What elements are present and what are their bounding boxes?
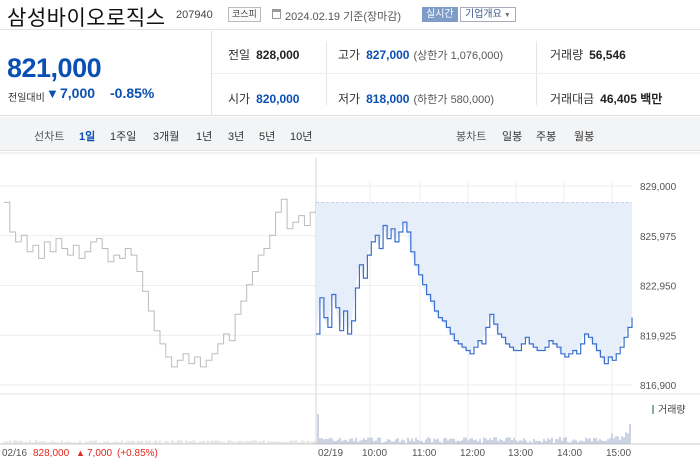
series-line-today <box>316 221 633 365</box>
volume-value: 56,546 <box>589 48 626 62</box>
x-tick-label: 10:00 <box>362 448 387 459</box>
date-text: 2024.02.19 기준(장마감) <box>285 11 402 23</box>
volume-legend-label: 거래량 <box>658 404 686 416</box>
readout-day: 02/16 <box>2 448 27 459</box>
stock-name: 삼성바이오로직스 <box>7 7 166 30</box>
stock-code: 207940 <box>176 9 213 21</box>
calendar-icon <box>272 9 281 19</box>
realtime-button[interactable]: 실시간 <box>422 7 458 22</box>
down-arrow-icon: ▼ <box>46 86 59 101</box>
high-label: 고가 <box>338 48 361 62</box>
up-arrow-icon: ▲ <box>76 448 85 458</box>
open-value: 820,000 <box>256 92 300 106</box>
price-chart-svg: 829,000 825,975 822,950 819,925 816,900 거래량 02… <box>0 152 700 459</box>
x-tick-label: 14:00 <box>557 448 582 459</box>
tab-monthly-candle[interactable]: 월봉 <box>574 131 595 143</box>
market-badge: 코스피 <box>228 7 261 22</box>
caret-down-icon: ▼ <box>503 12 511 19</box>
open-label: 시가 <box>228 92 251 106</box>
change-value: 7,000 <box>60 85 96 101</box>
open-stat: 시가 820,000 <box>228 90 299 107</box>
company-info-dropdown[interactable]: 기업개요 ▼ <box>460 7 516 22</box>
series-area-today <box>316 202 632 364</box>
y-tick-label: 816,900 <box>640 381 677 392</box>
y-tick-label: 819,925 <box>640 331 677 342</box>
x-tick-label: 13:00 <box>508 448 533 459</box>
change-percent: -0.85% <box>110 85 155 101</box>
x-tick-label: 02/19 <box>318 448 343 459</box>
chart-period-tabs: 선차트 1일 1주일 3개월 1년 3년 5년 10년 봉차트 일봉 주봉 월봉 <box>0 117 700 151</box>
x-tick-label: 15:00 <box>606 448 631 459</box>
price-summary: 821,000 전일대비 ▼ 7,000 -0.85% 전일 828,000 고가… <box>0 31 700 116</box>
x-tick-label: 11:00 <box>412 448 437 459</box>
prev-close-stat: 전일 828,000 <box>228 46 299 63</box>
readout-percent: (+0.85%) <box>117 448 158 459</box>
high-value: 827,000 <box>366 48 410 62</box>
readout-price: 828,000 <box>33 448 70 459</box>
lower-limit: (하한가 580,000) <box>413 94 494 106</box>
tab-1y[interactable]: 1년 <box>196 131 213 143</box>
volume-label: 거래량 <box>550 48 584 62</box>
low-stat: 저가 818,000 (하한가 580,000) <box>338 90 494 107</box>
volume-legend-marker <box>652 405 654 414</box>
y-tick-label: 825,975 <box>640 232 677 243</box>
current-price: 821,000 <box>7 53 102 83</box>
volume-stat: 거래량 56,546 <box>550 46 626 63</box>
tab-1d[interactable]: 1일 <box>79 131 96 143</box>
amount-label: 거래대금 <box>550 92 595 106</box>
change-label: 전일대비 <box>8 93 45 104</box>
amount-stat: 거래대금 46,405 백만 <box>550 90 662 107</box>
row-divider <box>212 73 700 74</box>
current-price-box: 821,000 전일대비 ▼ 7,000 -0.85% <box>0 31 212 115</box>
stock-header: 삼성바이오로직스 207940 코스피 2024.02.19 기준(장마감) 실… <box>0 0 700 30</box>
tab-daily-candle[interactable]: 일봉 <box>502 131 523 143</box>
upper-limit: (상한가 1,076,000) <box>413 50 504 62</box>
company-info-label: 기업개요 <box>465 9 502 20</box>
candle-chart-label: 봉차트 <box>456 131 487 143</box>
bottom-readout: 02/16 828,000 ▲ 7,000 (+0.85%) <box>2 448 158 459</box>
low-value: 818,000 <box>366 92 410 106</box>
tab-1w[interactable]: 1주일 <box>110 131 137 143</box>
x-tick-label: 12:00 <box>460 448 485 459</box>
tab-3y[interactable]: 3년 <box>228 131 245 143</box>
y-tick-label: 822,950 <box>640 282 677 293</box>
prev-close-label: 전일 <box>228 48 251 62</box>
readout-change: 7,000 <box>87 448 112 459</box>
low-label: 저가 <box>338 92 361 106</box>
line-chart-label: 선차트 <box>34 131 65 143</box>
amount-value: 46,405 백만 <box>600 92 663 106</box>
tab-10y[interactable]: 10년 <box>290 131 313 143</box>
tab-weekly-candle[interactable]: 주봉 <box>536 131 557 143</box>
series-line-prev-day <box>4 198 317 368</box>
tab-3m[interactable]: 3개월 <box>153 131 180 143</box>
y-tick-label: 829,000 <box>640 182 677 193</box>
tab-5y[interactable]: 5년 <box>259 131 276 143</box>
price-chart[interactable]: 829,000 825,975 822,950 819,925 816,900 거래량 02… <box>0 152 700 460</box>
prev-close-value: 828,000 <box>256 48 300 62</box>
high-stat: 고가 827,000 (상한가 1,076,000) <box>338 46 503 63</box>
